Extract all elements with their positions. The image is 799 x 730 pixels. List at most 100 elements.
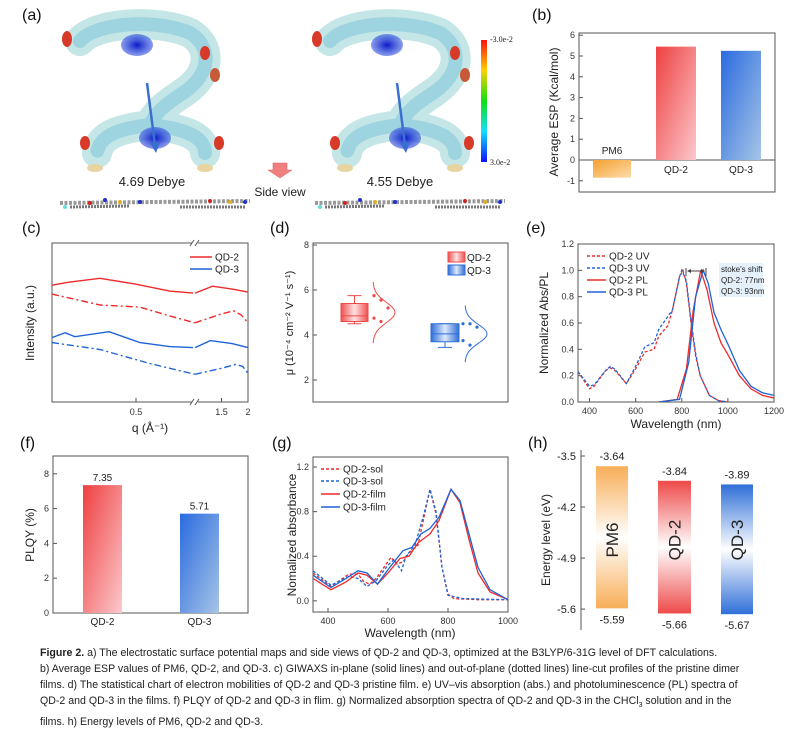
y-axis-label-h: Energy level (eV) xyxy=(539,494,553,586)
y-axis-label-g: Nomalized absorbance xyxy=(285,473,299,596)
x-tick-label-e: 1200 xyxy=(764,406,784,416)
axis-break-gap xyxy=(192,240,198,246)
caption-line-4: QD-2 and QD-3 in the films. f) PLQY of Q… xyxy=(40,693,785,714)
stokes-shift-text: QD-3: 93nm xyxy=(721,287,765,296)
panel-a: (a) 4.69 Debye 4.55 Debye Side view -3.0… xyxy=(22,7,513,211)
dipole-qd3: 4.55 Debye xyxy=(367,174,434,189)
series-qd-2-uv xyxy=(578,268,728,402)
bar-qd-3 xyxy=(180,513,219,613)
bar-qd-2 xyxy=(83,485,122,613)
legend-label-g: QD-3-sol xyxy=(343,477,383,488)
data-label-f: 7.35 xyxy=(93,473,113,484)
axis-break-icon xyxy=(189,398,200,406)
lumo-label: -3.64 xyxy=(599,451,624,463)
x-axis-label-g: Wavelength (nm) xyxy=(365,626,456,640)
distribution-curve-qd-3 xyxy=(464,305,488,363)
y-tick-label-e: 1.2 xyxy=(561,239,574,249)
caption-text-1: a) The electrostatic surface potential m… xyxy=(84,647,718,659)
caption-line-3: films. d) The statistical chart of elect… xyxy=(40,679,738,691)
esp-map-qd3 xyxy=(312,24,474,172)
y-tick-label-h: -5.6 xyxy=(557,604,576,616)
panel-label-d: (d) xyxy=(270,220,290,237)
legend-label-g: QD-2-film xyxy=(343,490,386,501)
box-qd-2 xyxy=(340,303,369,322)
legend-label-c: QD-2 xyxy=(215,253,239,264)
y-tick-label-b: -1 xyxy=(567,176,575,186)
series-qd-3-solid xyxy=(51,330,249,349)
x-tick-label-c: 1.5 xyxy=(215,407,228,417)
data-point-qd-2 xyxy=(372,316,376,320)
y-axis-label-f: PLQY (%) xyxy=(23,508,37,562)
x-tick-label-g: 800 xyxy=(440,616,455,626)
y-tick-label-f: 0 xyxy=(44,608,49,618)
legend-label-e: QD-3 UV xyxy=(609,264,650,275)
figure-caption: Figure 2. a) The electrostatic surface p… xyxy=(40,645,785,730)
homo-label: -5.66 xyxy=(662,619,687,631)
colorbar-top-label: -3.0e-2 xyxy=(490,35,513,44)
y-tick-label-d: 4 xyxy=(304,330,309,340)
esp-map-qd2 xyxy=(62,24,224,172)
category-label-b: QD-3 xyxy=(729,165,753,176)
dipole-qd2: 4.69 Debye xyxy=(119,174,186,189)
axis-break-icon xyxy=(189,239,200,247)
y-tick-label-h: -3.5 xyxy=(557,451,576,463)
series-qd-2-dash-dot xyxy=(51,293,249,324)
series-qd-3-film xyxy=(313,488,508,601)
y-tick-label-b: 0 xyxy=(570,155,575,165)
series-qd-3-uv xyxy=(578,268,728,402)
homo-label: -5.67 xyxy=(724,620,749,632)
axis-break-gap xyxy=(192,399,198,405)
arrowhead-icon xyxy=(687,269,691,273)
y-axis-label-b: Average ESP (Kcal/mol) xyxy=(547,48,561,177)
y-tick-label-b: 1 xyxy=(570,134,575,144)
energy-bar-pm6 xyxy=(596,466,628,609)
legend-label-d: QD-2 xyxy=(467,253,491,264)
lumo-label: -3.89 xyxy=(724,469,749,481)
y-tick-label-e: 0.0 xyxy=(561,397,574,407)
category-label-f: QD-3 xyxy=(188,617,212,628)
caption-line-2: b) Average ESP values of PM6, QD-2, and … xyxy=(40,663,740,675)
x-axis-label-c: q (Å⁻¹) xyxy=(132,420,168,435)
y-tick-label-g: 0.8 xyxy=(296,507,309,517)
plot-frame-f xyxy=(52,455,249,614)
arrowhead-icon xyxy=(701,269,705,273)
data-point-qd-3 xyxy=(475,325,479,329)
panel-label-f: (f) xyxy=(20,435,35,452)
esp-colorbar xyxy=(481,40,487,162)
side-view-label: Side view xyxy=(254,185,306,199)
bar-name-pm6: PM6 xyxy=(603,523,622,558)
x-tick-label-e: 600 xyxy=(628,406,643,416)
bar-qd-2 xyxy=(656,46,696,160)
y-tick-label-g: 0.4 xyxy=(296,551,309,561)
plot-frame-g xyxy=(312,456,509,613)
data-point-qd-3 xyxy=(461,322,465,326)
y-tick-label-f: 6 xyxy=(44,504,49,514)
caption-line-1: Figure 2. a) The electrostatic surface p… xyxy=(40,645,785,661)
y-tick-label-d: 8 xyxy=(304,240,309,250)
figure-panels: (a) 4.69 Debye 4.55 Debye Side view -3.0… xyxy=(20,7,784,640)
side-view-qd2 xyxy=(58,196,252,211)
y-tick-label-d: 2 xyxy=(304,375,309,385)
caption-subscript: 3 xyxy=(638,702,643,710)
bar-name-qd-2: QD-2 xyxy=(666,520,685,561)
y-tick-label-h: -4.2 xyxy=(557,502,576,514)
y-tick-label-b: 5 xyxy=(570,51,575,61)
caption-text-4a: QD-2 and QD-3 in the films. f) PLQY of Q… xyxy=(40,695,639,707)
bar-pm6 xyxy=(593,160,631,178)
panel-label-a: (a) xyxy=(22,7,42,24)
plot-frame-b xyxy=(578,32,776,193)
panel-label-e: (e) xyxy=(526,220,546,237)
y-tick-label-f: 4 xyxy=(44,538,49,548)
legend-label-e: QD-3 PL xyxy=(609,288,648,299)
box-qd-3 xyxy=(430,323,460,343)
legend-label-e: QD-2 PL xyxy=(609,276,648,287)
y-tick-label-e: 0.6 xyxy=(561,318,574,328)
panel-label-c: (c) xyxy=(22,220,41,237)
y-tick-label-g: 0.0 xyxy=(296,596,309,606)
energy-bar-qd-2 xyxy=(658,480,691,614)
lumo-label: -3.84 xyxy=(662,466,687,478)
colorbar-bottom-label: 3.0e-2 xyxy=(490,158,510,167)
x-tick-label-g: 400 xyxy=(320,616,335,626)
legend-swatch-d xyxy=(447,251,466,263)
